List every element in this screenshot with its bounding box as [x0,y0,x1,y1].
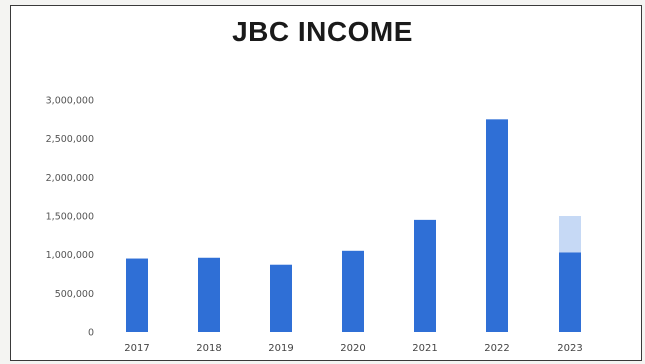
chart-frame [10,5,642,361]
x-tick-label: 2023 [557,343,582,354]
x-tick-label: 2020 [340,343,365,354]
y-tick-label: 2,500,000 [46,134,94,145]
bar-2019 [270,264,292,332]
y-tick-label: 3,000,000 [46,96,94,107]
x-tick-label: 2021 [412,343,437,354]
x-tick-label: 2018 [196,343,221,354]
bar-2023-segment-2 [559,216,581,253]
bar-2020 [342,250,364,332]
chart-title: JBC INCOME [232,16,413,47]
bar-2022 [486,119,508,332]
y-tick-label: 500,000 [55,289,94,300]
y-tick-label: 0 [88,328,94,339]
x-tick-label: 2017 [124,343,149,354]
y-tick-label: 2,000,000 [46,173,94,184]
x-tick-label: 2019 [268,343,293,354]
bar-2018 [198,257,220,332]
y-tick-label: 1,000,000 [46,250,94,261]
x-tick-label: 2022 [484,343,509,354]
bar-2021 [414,219,436,332]
bar-2017 [126,258,148,332]
y-tick-label: 1,500,000 [46,212,94,223]
bar-2023 [559,252,581,332]
